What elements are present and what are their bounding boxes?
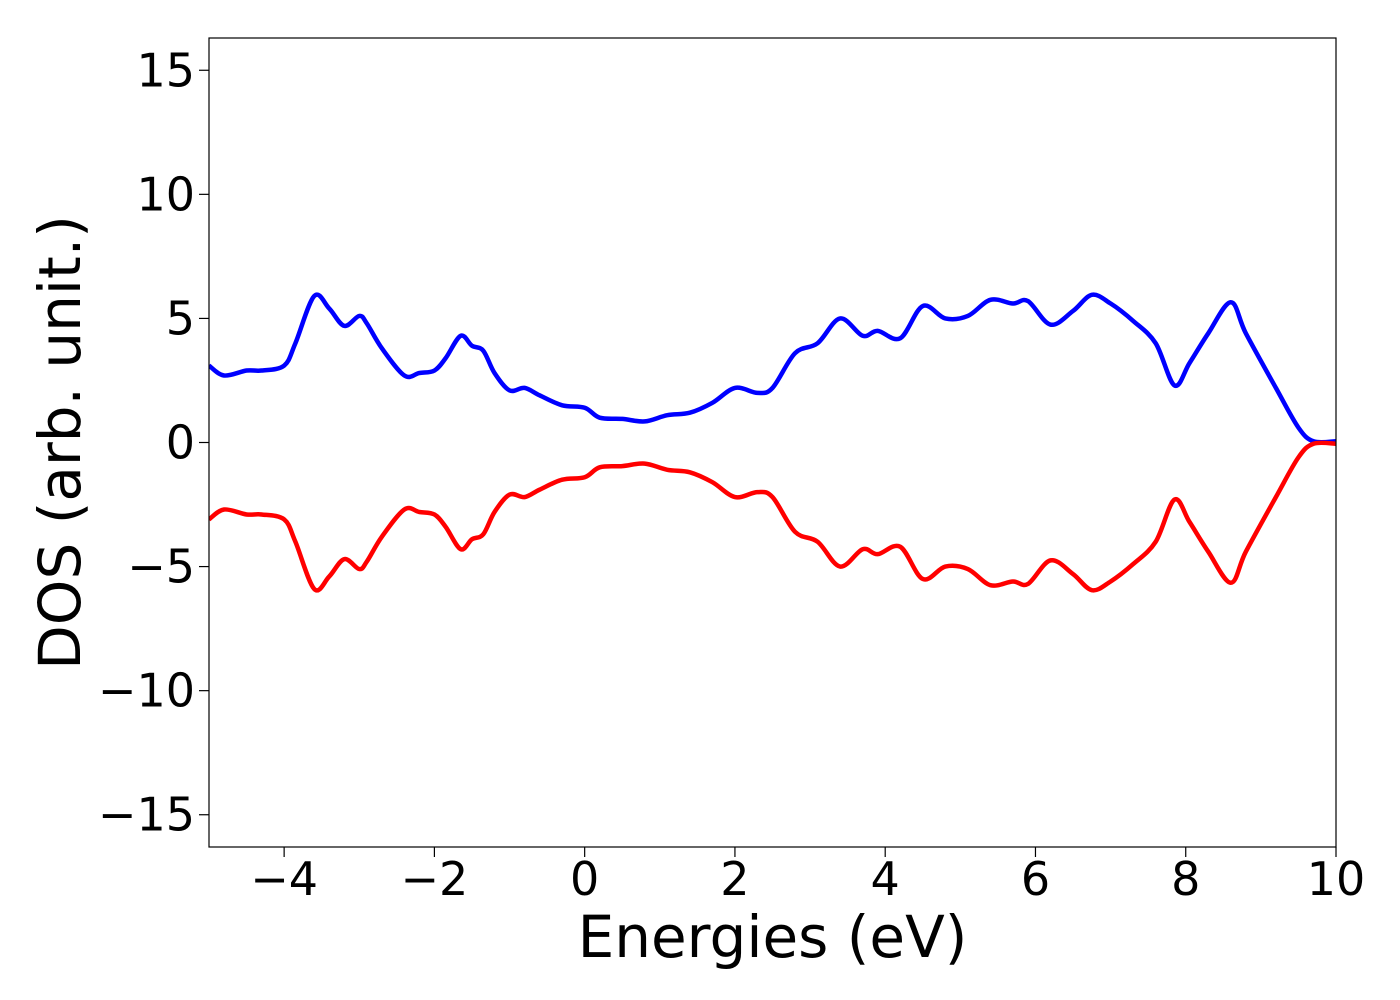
spin-down-series-line bbox=[209, 440, 1336, 593]
x-axis-label: Energies (eV) bbox=[578, 903, 968, 971]
series-layer bbox=[209, 292, 1336, 593]
x-tick-label: 0 bbox=[570, 852, 599, 906]
x-tick-label: 10 bbox=[1307, 852, 1366, 906]
x-tick-label: 4 bbox=[871, 852, 900, 906]
y-tick-label: 10 bbox=[136, 167, 195, 221]
spin-up-series-line bbox=[209, 292, 1336, 445]
x-axis-ticks: −4 −2 0 2 4 6 8 10 bbox=[250, 847, 1365, 906]
y-tick-label: 0 bbox=[166, 416, 195, 470]
x-tick-label: 2 bbox=[720, 852, 749, 906]
x-tick-label: −2 bbox=[400, 852, 468, 906]
x-tick-label: 6 bbox=[1021, 852, 1050, 906]
y-tick-label: −15 bbox=[98, 788, 195, 842]
y-tick-label: 15 bbox=[136, 43, 195, 97]
x-tick-label: −4 bbox=[250, 852, 318, 906]
plot-frame bbox=[208, 37, 1337, 848]
y-tick-label: −10 bbox=[98, 664, 195, 718]
y-tick-label: 5 bbox=[166, 291, 195, 345]
y-tick-label: −5 bbox=[127, 540, 195, 594]
y-axis-ticks: −15 −10 −5 0 5 10 15 bbox=[98, 43, 209, 842]
x-tick-label: 8 bbox=[1171, 852, 1200, 906]
y-axis-label: DOS (arb. unit.) bbox=[26, 215, 94, 670]
